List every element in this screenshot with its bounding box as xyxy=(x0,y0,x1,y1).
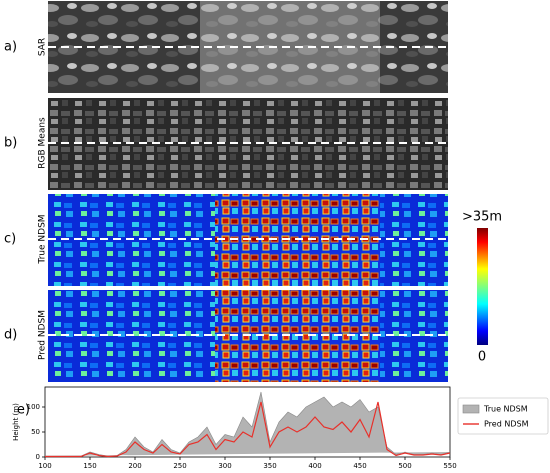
profile-chart: e) Height (m) 100 150 200 250 300 350 400 450 50… xyxy=(12,386,457,470)
colorbar xyxy=(477,228,488,345)
panel-name: True NDSM xyxy=(38,214,48,264)
x-tick-label: 350 xyxy=(263,462,276,470)
legend-swatch xyxy=(462,404,480,414)
y-tick-label: 0 xyxy=(36,453,40,461)
x-tick-label: 550 xyxy=(443,462,456,470)
panel-name: SAR xyxy=(38,38,48,56)
legend-box xyxy=(457,397,549,435)
x-tick-label: 250 xyxy=(173,462,186,470)
panel-label: e) xyxy=(17,403,30,418)
panel-label: d) xyxy=(4,328,17,343)
x-tick-label: 100 xyxy=(38,462,51,470)
y-axis-label: Height (m) xyxy=(12,403,20,441)
line xyxy=(45,401,451,458)
colorbar-bottom: 0 xyxy=(478,350,486,365)
colorbar-top: >35m xyxy=(462,210,502,225)
panel-label: b) xyxy=(4,136,17,151)
image-panels xyxy=(48,1,448,382)
x-tick-label: 450 xyxy=(353,462,366,470)
x-tick-label: 400 xyxy=(308,462,321,470)
legend-label: Pred NDSM xyxy=(484,420,529,429)
legend-label: True NDSM xyxy=(483,405,528,414)
panel-name: RGB Means xyxy=(38,117,48,169)
legend: True NDSM Pred NDSM xyxy=(457,397,549,435)
panel-label: c) xyxy=(4,232,16,247)
x-tick-label: 500 xyxy=(398,462,411,470)
panel-label: a) xyxy=(4,40,17,55)
x-tick-label: 150 xyxy=(83,462,96,470)
panel-name: Pred NDSM xyxy=(38,310,48,360)
y-tick-label: 50 xyxy=(31,428,40,436)
y-tick-label: 100 xyxy=(27,403,40,411)
x-tick-label: 300 xyxy=(218,462,231,470)
panel-labels: a) SAR b) RGB Means c) True NDSM d) Pred NDSM xyxy=(4,38,48,360)
x-tick-label: 200 xyxy=(128,462,141,470)
